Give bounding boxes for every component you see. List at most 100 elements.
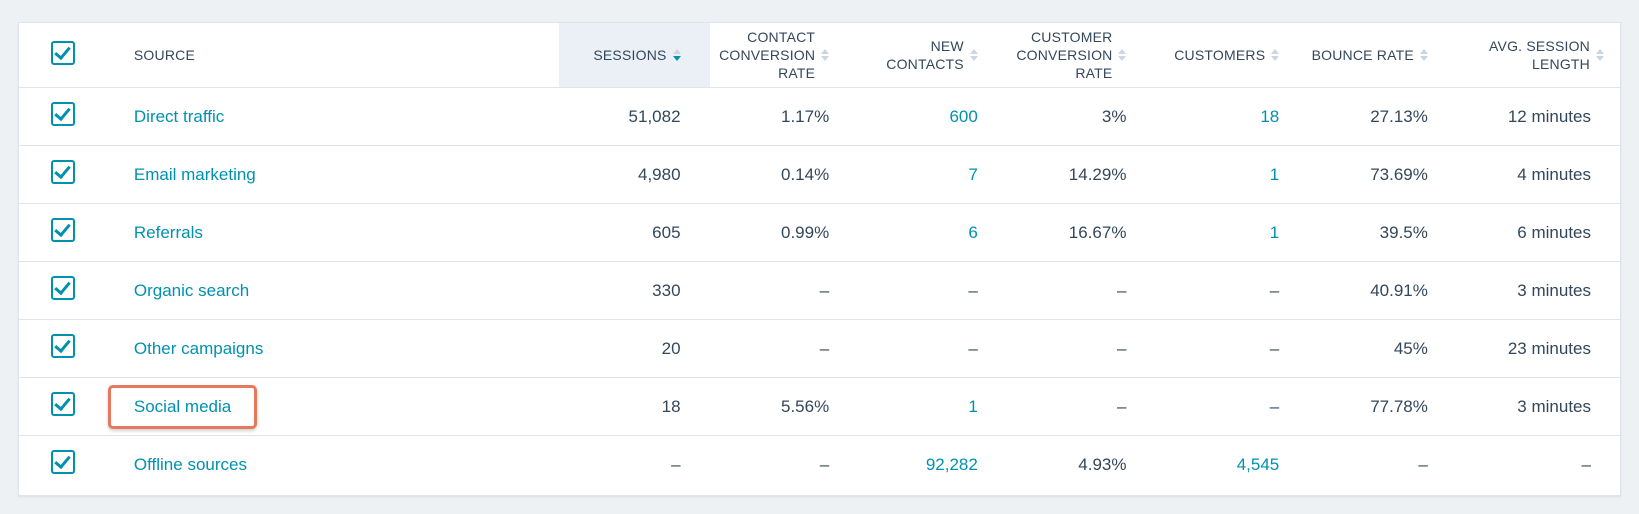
header-avg-label-1: AVG. SESSION	[1489, 38, 1590, 54]
table-row: Email marketing 4,980 0.14% 7 14.29% 1 7…	[19, 145, 1620, 204]
row-checkbox-icon[interactable]	[51, 218, 75, 242]
row-checkbox-icon[interactable]	[51, 276, 75, 300]
avg-session-length-value: 6 minutes	[1517, 222, 1591, 242]
avg-session-length-cell: 23 minutes	[1456, 319, 1620, 378]
customers-value[interactable]: 1	[1269, 222, 1280, 242]
header-source[interactable]: SOURCE	[111, 23, 559, 88]
source-cell: Social media	[107, 377, 559, 436]
sessions-cell: 4,980	[558, 145, 710, 204]
header-sessions[interactable]: SESSIONS	[558, 23, 710, 88]
header-ccr-label-2: CONVERSION	[719, 47, 816, 63]
customers-value[interactable]: 4,545	[1236, 454, 1280, 474]
avg-session-length-value: 3 minutes	[1517, 396, 1591, 416]
source-link[interactable]: Email marketing	[133, 164, 256, 184]
header-ccr-label-3: RATE	[778, 65, 816, 81]
customer-conversion-rate-value: –	[1117, 280, 1127, 300]
customers-cell: 1	[1155, 203, 1309, 262]
sessions-cell: 51,082	[558, 87, 710, 146]
row-checkbox-icon[interactable]	[51, 450, 75, 474]
source-link[interactable]: Direct traffic	[133, 106, 225, 126]
table-row: Offline sources – – 92,282 4.93% 4,545 –…	[19, 436, 1620, 494]
sessions-cell: 330	[558, 261, 710, 320]
bounce-rate-cell: 45%	[1308, 319, 1457, 378]
source-cell: Direct traffic	[111, 87, 559, 146]
select-all-checkbox-icon[interactable]	[51, 41, 75, 65]
customers-value[interactable]: 18	[1260, 106, 1280, 126]
table-row: Social media 18 5.56% 1 – – 77.78% 3 min…	[19, 377, 1620, 436]
sort-descending-icon	[672, 49, 681, 61]
sort-arrows-icon	[1596, 49, 1604, 61]
customer-conversion-rate-value: 3%	[1101, 106, 1127, 126]
customers-cell: –	[1155, 377, 1309, 436]
new-contacts-cell: 600	[858, 87, 1007, 146]
customers-cell: 4,545	[1155, 436, 1308, 494]
header-avg-label-2: LENGTH	[1532, 56, 1590, 72]
header-new-contacts-label-1: NEW	[930, 38, 964, 54]
new-contacts-cell: 7	[858, 145, 1007, 204]
sessions-value: 51,082	[628, 106, 681, 126]
avg-session-length-cell: 6 minutes	[1456, 203, 1620, 262]
source-cell: Other campaigns	[111, 319, 559, 378]
customers-value[interactable]: 1	[1269, 164, 1280, 184]
contact-conversion-rate-value: 5.56%	[780, 396, 830, 416]
sessions-cell: –	[559, 436, 710, 494]
sessions-cell: 18	[558, 377, 710, 436]
source-cell: Offline sources	[112, 436, 559, 494]
new-contacts-value[interactable]: 1	[968, 396, 978, 416]
header-customer-conversion-rate[interactable]: CUSTOMER CONVERSION RATE	[1006, 23, 1156, 88]
header-source-label: SOURCE	[133, 47, 195, 63]
sources-table-card: SOURCE SESSIONS CONTACT CONVERSION	[18, 22, 1621, 496]
avg-session-length-cell: 12 minutes	[1456, 87, 1620, 146]
header-bounce-rate[interactable]: BOUNCE RATE	[1308, 23, 1457, 88]
row-checkbox-icon[interactable]	[51, 392, 75, 416]
new-contacts-cell: 6	[858, 203, 1007, 262]
bounce-rate-value: 39.5%	[1379, 222, 1428, 242]
avg-session-length-cell: 3 minutes	[1456, 377, 1620, 436]
header-customers[interactable]: CUSTOMERS	[1155, 23, 1309, 88]
new-contacts-value[interactable]: 600	[949, 106, 978, 126]
avg-session-length-cell: 3 minutes	[1456, 261, 1620, 320]
customers-value: –	[1269, 338, 1280, 358]
header-new-contacts[interactable]: NEW CONTACTS	[858, 23, 1007, 88]
customers-cell: –	[1155, 261, 1309, 320]
row-checkbox-icon[interactable]	[51, 334, 75, 358]
contact-conversion-rate-value: 0.99%	[780, 222, 830, 242]
new-contacts-value[interactable]: 6	[968, 222, 978, 242]
header-avg-session-length[interactable]: AVG. SESSION LENGTH	[1456, 23, 1620, 88]
customers-cell: –	[1155, 319, 1309, 378]
header-cust-conv-label-3: RATE	[1075, 65, 1113, 81]
source-link[interactable]: Social media	[107, 384, 258, 429]
source-cell: Email marketing	[111, 145, 559, 204]
avg-session-length-value: 3 minutes	[1517, 280, 1591, 300]
sessions-value: 605	[652, 222, 681, 242]
row-checkbox-icon[interactable]	[51, 102, 75, 126]
table-row: Other campaigns 20 – – – – 45% 23 minute…	[19, 319, 1620, 378]
source-link[interactable]: Organic search	[133, 280, 250, 300]
contact-conversion-rate-value: –	[819, 338, 830, 358]
source-link[interactable]: Other campaigns	[133, 338, 264, 358]
contact-conversion-rate-cell: 1.17%	[709, 87, 859, 146]
new-contacts-value[interactable]: 92,282	[925, 454, 978, 474]
sessions-value: 18	[661, 396, 681, 416]
customers-value: –	[1269, 396, 1280, 416]
bounce-rate-cell: 77.78%	[1308, 377, 1457, 436]
new-contacts-value[interactable]: 7	[968, 164, 978, 184]
customer-conversion-rate-cell: 4.93%	[1007, 436, 1156, 494]
header-contact-conversion-rate[interactable]: CONTACT CONVERSION RATE	[709, 23, 859, 88]
avg-session-length-cell: –	[1457, 436, 1620, 494]
customer-conversion-rate-value: –	[1117, 396, 1127, 416]
new-contacts-value: –	[968, 338, 978, 358]
row-checkbox-cell	[19, 203, 112, 262]
bounce-rate-cell: –	[1308, 436, 1457, 494]
source-link[interactable]: Referrals	[133, 222, 203, 242]
sort-arrows-icon	[821, 49, 830, 61]
sort-arrows-icon	[1419, 49, 1428, 61]
header-new-contacts-label-2: CONTACTS	[886, 56, 964, 72]
bounce-rate-value: 45%	[1393, 338, 1428, 358]
customer-conversion-rate-value: 14.29%	[1068, 164, 1127, 184]
table-row: Organic search 330 – – – – 40.91% 3 minu…	[19, 261, 1620, 320]
source-cell: Referrals	[111, 203, 559, 262]
row-checkbox-icon[interactable]	[51, 160, 75, 184]
source-link[interactable]: Offline sources	[133, 454, 247, 474]
header-sessions-label: SESSIONS	[593, 47, 667, 63]
